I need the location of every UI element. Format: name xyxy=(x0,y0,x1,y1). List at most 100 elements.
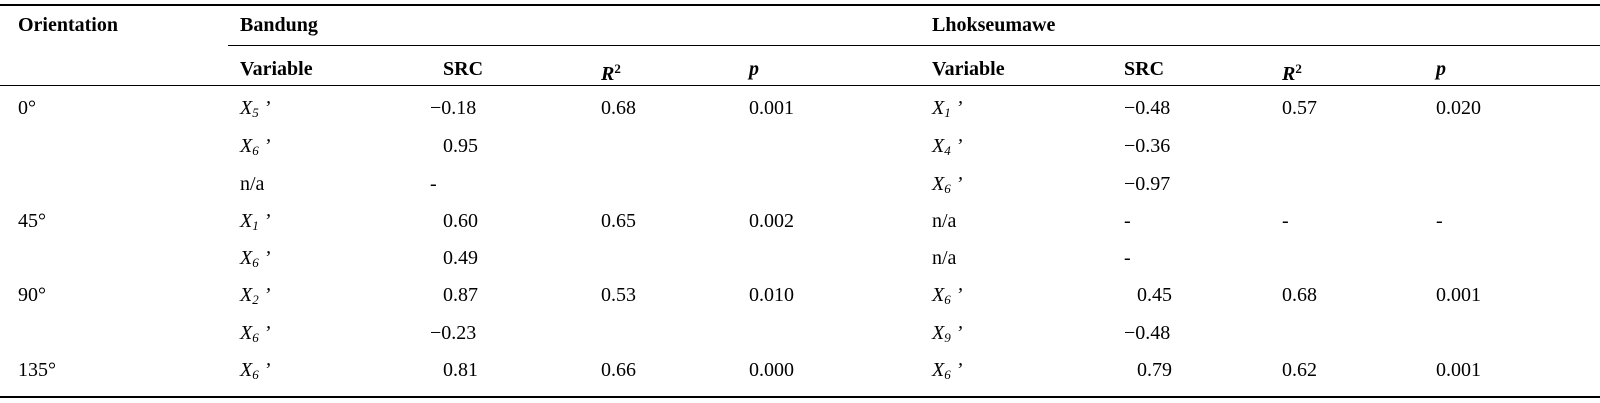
variable-prime: ’ xyxy=(258,359,271,381)
lhok-p: 0.020 xyxy=(1436,97,1481,119)
bandung-p: 0.002 xyxy=(749,210,794,232)
variable-prime: ’ xyxy=(258,322,271,344)
variable-subscript: 6 xyxy=(944,292,951,307)
variable-symbol: X xyxy=(932,284,945,306)
variable-prime: ’ xyxy=(258,135,271,157)
variable-symbol: X xyxy=(932,173,945,195)
variable-prime: ’ xyxy=(950,97,963,119)
bandung-src: 0.95 xyxy=(443,135,478,157)
bandung-variable: X6 ’ xyxy=(240,246,270,275)
lhok-src: −0.97 xyxy=(1124,173,1171,195)
bandung-variable: X1 ’ xyxy=(240,209,270,238)
bandung-variable: X5 ’ xyxy=(240,96,270,125)
lhok-p: 0.001 xyxy=(1436,284,1481,306)
variable-symbol: X xyxy=(240,322,253,344)
header-lhokseumawe: Lhokseumawe xyxy=(932,14,1056,36)
bandung-variable: n/a xyxy=(240,173,265,195)
bandung-r2: 0.68 xyxy=(601,97,636,119)
header-orientation: Orientation xyxy=(18,14,118,36)
variable-symbol: X xyxy=(932,97,945,119)
lhok-src: 0.79 xyxy=(1137,359,1172,381)
bandung-variable: X2 ’ xyxy=(240,283,270,312)
lhok-src: - xyxy=(1124,247,1131,269)
variable-subscript: 9 xyxy=(944,330,951,345)
lhok-r2: - xyxy=(1282,210,1289,232)
variable-prime: ’ xyxy=(258,247,271,269)
lhok-variable: X1 ’ xyxy=(932,96,962,125)
lhok-src: −0.48 xyxy=(1124,322,1171,344)
variable-subscript: 2 xyxy=(252,292,259,307)
header-lhok-variable: Variable xyxy=(932,58,1005,80)
bandung-p: 0.000 xyxy=(749,359,794,381)
variable-symbol: X xyxy=(240,247,253,269)
orientation-cell: 135° xyxy=(18,359,56,381)
lhok-variable: X4 ’ xyxy=(932,134,962,163)
variable-subscript: 6 xyxy=(252,143,259,158)
variable-subscript: 6 xyxy=(252,367,259,382)
variable-subscript: 1 xyxy=(944,105,951,120)
bandung-variable: X6 ’ xyxy=(240,358,270,387)
variable-prime: ’ xyxy=(258,210,271,232)
variable-prime: ’ xyxy=(950,173,963,195)
lhok-variable: X6 ’ xyxy=(932,358,962,387)
orientation-cell: 45° xyxy=(18,210,46,232)
table-top-rule xyxy=(0,4,1600,6)
header-lhok-r2: R2 xyxy=(1282,61,1302,85)
bandung-r2: 0.66 xyxy=(601,359,636,381)
header-bottom-rule xyxy=(0,85,1600,86)
variable-subscript: 5 xyxy=(252,105,259,120)
lhok-p: - xyxy=(1436,210,1443,232)
variable-prime: ’ xyxy=(950,322,963,344)
lhok-variable: X9 ’ xyxy=(932,321,962,350)
variable-subscript: 6 xyxy=(944,367,951,382)
header-bandung-r2: R2 xyxy=(601,61,621,85)
header-bandung-src: SRC xyxy=(443,58,484,80)
lhok-p: 0.001 xyxy=(1436,359,1481,381)
variable-symbol: X xyxy=(932,322,945,344)
lhok-variable: X6 ’ xyxy=(932,283,962,312)
variable-subscript: 6 xyxy=(252,330,259,345)
variable-prime: ’ xyxy=(258,284,271,306)
orientation-cell: 90° xyxy=(18,284,46,306)
header-lhok-p: p xyxy=(1436,58,1446,80)
variable-symbol: X xyxy=(240,210,253,232)
bandung-src: 0.49 xyxy=(443,247,478,269)
variable-subscript: 6 xyxy=(252,255,259,270)
lhok-src: −0.48 xyxy=(1124,97,1171,119)
lhok-r2: 0.57 xyxy=(1282,97,1317,119)
table-bottom-rule xyxy=(0,396,1600,398)
bandung-src: - xyxy=(430,173,437,195)
bandung-variable: X6 ’ xyxy=(240,134,270,163)
variable-prime: ’ xyxy=(950,135,963,157)
header-bandung: Bandung xyxy=(240,14,318,36)
variable-prime: ’ xyxy=(950,359,963,381)
bandung-r2: 0.53 xyxy=(601,284,636,306)
lhok-variable: n/a xyxy=(932,247,957,269)
variable-symbol: X xyxy=(932,135,945,157)
bandung-p: 0.010 xyxy=(749,284,794,306)
bandung-p: 0.001 xyxy=(749,97,794,119)
lhok-src: - xyxy=(1124,210,1131,232)
variable-prime: ’ xyxy=(258,97,271,119)
variable-symbol: X xyxy=(240,135,253,157)
header-bandung-p: p xyxy=(749,58,759,80)
lhok-r2: 0.62 xyxy=(1282,359,1317,381)
variable-subscript: 6 xyxy=(944,181,951,196)
bandung-src: −0.23 xyxy=(430,322,477,344)
variable-symbol: X xyxy=(932,359,945,381)
bandung-src: 0.87 xyxy=(443,284,478,306)
variable-prime: ’ xyxy=(950,284,963,306)
bandung-variable: X6 ’ xyxy=(240,321,270,350)
lhok-r2: 0.68 xyxy=(1282,284,1317,306)
variable-symbol: X xyxy=(240,284,253,306)
variable-subscript: 1 xyxy=(252,218,259,233)
header-bandung-variable: Variable xyxy=(240,58,313,80)
bandung-src: 0.81 xyxy=(443,359,478,381)
lhok-variable: X6 ’ xyxy=(932,172,962,201)
group-header-rule xyxy=(228,45,1600,46)
lhok-variable: n/a xyxy=(932,210,957,232)
lhok-src: −0.36 xyxy=(1124,135,1171,157)
bandung-src: 0.60 xyxy=(443,210,478,232)
bandung-src: −0.18 xyxy=(430,97,477,119)
lhok-src: 0.45 xyxy=(1137,284,1172,306)
